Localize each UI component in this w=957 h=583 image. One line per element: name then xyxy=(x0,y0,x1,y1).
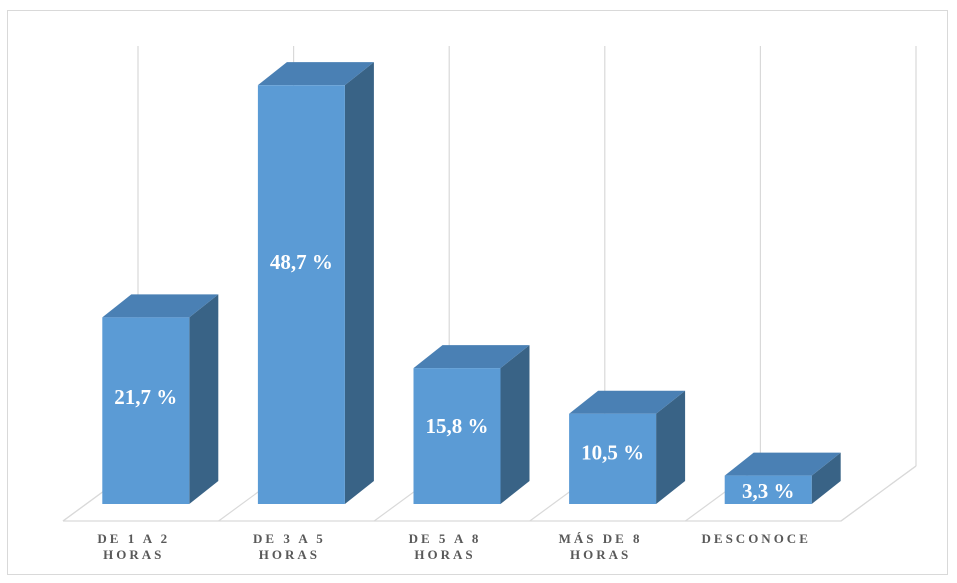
bar-chart: 21,7 % 48,7 % 15,8 % 10,5 % 3,3 % DE 1 A 2 HO… xyxy=(62,46,917,562)
bar-side-face xyxy=(811,452,841,504)
bar-front-face xyxy=(413,368,501,504)
bar: 15,8 % xyxy=(413,345,530,504)
bar-top-face xyxy=(569,390,686,414)
data-label: 15,8 % xyxy=(426,414,489,438)
floor-gridline xyxy=(840,465,917,522)
bar-front-face xyxy=(257,85,345,505)
bar-side-face xyxy=(656,390,686,504)
bar-top-face xyxy=(413,345,530,369)
bar: 10,5 % xyxy=(569,390,686,504)
bar-side-face xyxy=(189,294,219,504)
category-tick-label: DESCONOCE xyxy=(702,531,811,546)
data-label: 21,7 % xyxy=(114,385,177,409)
bar-top-face xyxy=(724,452,841,476)
bar: 21,7 % xyxy=(102,294,219,504)
category-tick-label: DE 1 A 2 HORAS xyxy=(97,531,170,562)
bar-side-face xyxy=(500,345,530,504)
category-tick-label: MÁS DE 8 HORAS xyxy=(559,531,643,562)
data-label: 10,5 % xyxy=(581,441,644,465)
bar: 48,7 % xyxy=(257,62,374,505)
data-label: 48,7 % xyxy=(270,250,333,274)
bar-side-face xyxy=(344,62,374,505)
bars: 21,7 % 48,7 % 15,8 % 10,5 % 3,3 % xyxy=(102,62,841,505)
bar-top-face xyxy=(257,62,374,86)
bar-front-face xyxy=(102,317,190,504)
bar-front-face xyxy=(724,475,812,504)
category-labels: DE 1 A 2 HORAS DE 3 A 5 HORAS DE 5 A 8 HORAS M… xyxy=(97,531,811,562)
bar-top-face xyxy=(102,294,219,318)
category-tick-label: DE 5 A 8 HORAS xyxy=(409,531,482,562)
chart-frame: 21,7 % 48,7 % 15,8 % 10,5 % 3,3 % DE 1 A 2 HO… xyxy=(7,10,948,575)
bar: 3,3 % xyxy=(724,452,841,504)
bar-front-face xyxy=(569,413,657,504)
data-label: 3,3 % xyxy=(742,479,795,503)
category-tick-label: DE 3 A 5 HORAS xyxy=(253,531,326,562)
